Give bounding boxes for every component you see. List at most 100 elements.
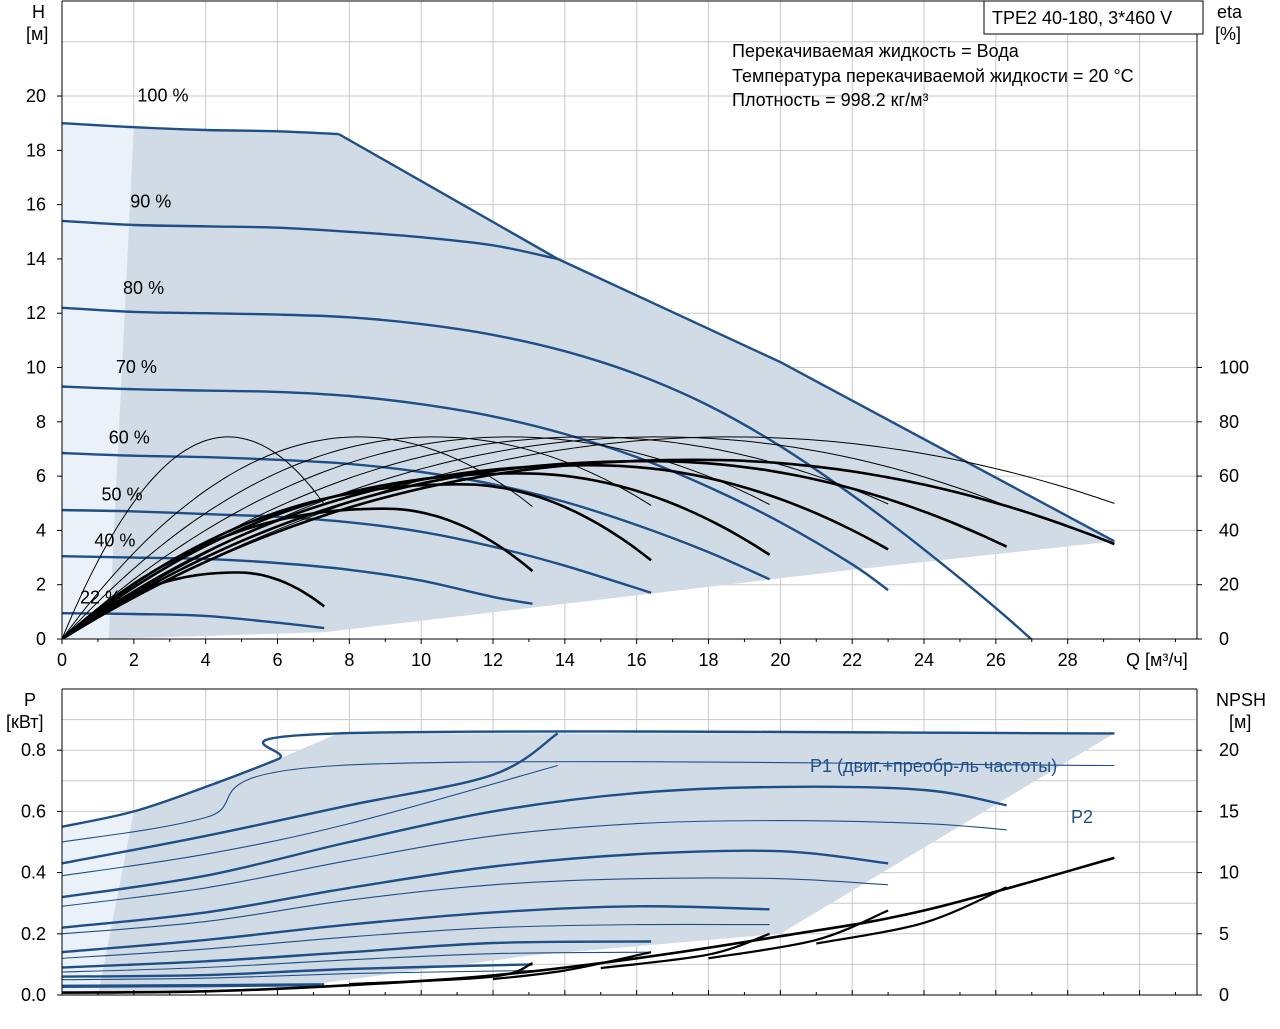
- npsh-curve: [816, 886, 1008, 945]
- info-liquid: Перекачиваемая жидкость = Вода: [732, 41, 1020, 61]
- y-tick-label-left: 8: [36, 412, 46, 432]
- head-curve-90pct: [62, 219, 558, 261]
- p1-curve: [62, 785, 1007, 899]
- y-tick-label-left: 10: [26, 358, 46, 378]
- speed-label: 100 %: [137, 85, 188, 105]
- x-tick-label: 14: [555, 650, 575, 670]
- p1-curve: [62, 940, 652, 969]
- x-tick-label: 8: [344, 650, 354, 670]
- power-chart: P1 (двиг.+преобр-ль частоты) P2 0.0 0.2 0.4 0…: [6, 688, 1266, 1005]
- power-plot: [62, 730, 1115, 995]
- operating-area: [65, 123, 1115, 639]
- speed-label: 80 %: [123, 278, 164, 298]
- x-tick-label: 24: [914, 650, 934, 670]
- p2-curve: [62, 923, 770, 959]
- p-tick-label: 0.4: [21, 863, 46, 883]
- y-tick-label-right: 60: [1219, 466, 1239, 486]
- eta-curve-bold: [62, 482, 652, 639]
- eta-curve-thin: [62, 436, 325, 639]
- p2-curve: [62, 985, 325, 988]
- y-tick-label-right: 0: [1219, 629, 1229, 649]
- x-tick-label: 18: [699, 650, 719, 670]
- p1-curve: [62, 983, 325, 987]
- p2-label: P2: [1071, 807, 1093, 827]
- x-tick-label: 22: [842, 650, 862, 670]
- x-tick-label: 28: [1058, 650, 1078, 670]
- y-tick-label-left: 16: [26, 195, 46, 215]
- model-box: [983, 0, 1204, 35]
- x-tick-label: 4: [201, 650, 211, 670]
- eta-curve-bold: [62, 463, 889, 639]
- npsh-tick-label: 5: [1219, 924, 1229, 944]
- p-tick-label: 0.0: [21, 985, 46, 1005]
- x-tick-label: 10: [411, 650, 431, 670]
- npsh-tick-label: 10: [1219, 863, 1239, 883]
- head-curve-22pct: [62, 612, 325, 630]
- y-tick-label-left: 0: [36, 629, 46, 649]
- y-tick-label-left: 6: [36, 466, 46, 486]
- p-tick-label: 0.8: [21, 740, 46, 760]
- y-tick-label-left: 4: [36, 520, 46, 540]
- power-area: [97, 733, 1115, 995]
- npsh-tick-label: 20: [1219, 740, 1239, 760]
- y-axis-unit-right: [%]: [1215, 24, 1241, 44]
- p2-curve: [62, 764, 558, 877]
- p1-curve: [62, 905, 770, 954]
- x-tick-label: 26: [986, 650, 1006, 670]
- npsh-tick-label: 0: [1219, 985, 1229, 1005]
- head-curve-100pct: [62, 122, 339, 136]
- y-tick-label-left: 2: [36, 575, 46, 595]
- npsh-tick-label: 15: [1219, 801, 1239, 821]
- p1-curve: [62, 730, 1115, 828]
- head-plot: [62, 122, 1115, 639]
- p1-label: P1 (двиг.+преобр-ль частоты): [810, 756, 1057, 776]
- y-tick-label-left: 20: [26, 86, 46, 106]
- eta-curve-thin: [62, 436, 652, 639]
- npsh-curve: [62, 856, 1115, 994]
- p-tick-label: 0.6: [21, 801, 46, 821]
- npsh-curve: [349, 962, 533, 986]
- info-temperature: Температура перекачиваемой жидкости = 20…: [732, 66, 1134, 86]
- y-tick-label-right: 20: [1219, 575, 1239, 595]
- p1-curve: [62, 849, 889, 929]
- npsh-axis-unit: [м]: [1229, 712, 1251, 732]
- eta-curve-bold: [62, 458, 1115, 639]
- head-curve-70pct: [62, 385, 889, 592]
- speed-label: 60 %: [109, 428, 150, 448]
- x-tick-label: 6: [272, 650, 282, 670]
- eta-curve-bold: [62, 459, 1008, 639]
- head-curve-60pct: [62, 451, 771, 581]
- y-axis-label-left: H: [32, 2, 45, 22]
- y-axis-unit-left: [м]: [26, 24, 48, 44]
- head-curve-50pct: [62, 508, 652, 594]
- head-curve-40pct: [62, 555, 533, 605]
- y-axis-label-right: eta: [1217, 2, 1243, 22]
- npsh-curve: [708, 909, 889, 960]
- x-tick-label: 20: [770, 650, 790, 670]
- p2-curve: [62, 951, 652, 973]
- x-tick-label: 0: [57, 650, 67, 670]
- p2-curve: [62, 761, 1115, 843]
- speed-label: 50 %: [102, 485, 143, 505]
- speed-label: 70 %: [116, 357, 157, 377]
- y-tick-label-left: 18: [26, 140, 46, 160]
- p1-curve: [62, 732, 559, 865]
- x-tick-label: 16: [627, 650, 647, 670]
- head-chart: 100 %90 %80 %70 %60 %50 %40 %22 %0 2 4 6 8 10…: [26, 0, 1249, 670]
- max-head-line: [338, 132, 1115, 543]
- p-tick-label: 0.2: [21, 924, 46, 944]
- speed-label: 90 %: [130, 191, 171, 211]
- y-tick-label-right: 100: [1219, 358, 1249, 378]
- npsh-curve: [600, 932, 770, 970]
- eta-curve-thin: [62, 436, 533, 639]
- speed-label: 40 %: [94, 531, 135, 551]
- info-density: Плотность = 998.2 кг/м³: [732, 90, 928, 110]
- power-area-light: [62, 811, 134, 995]
- p2-curve: [62, 877, 889, 935]
- x-tick-label: 2: [129, 650, 139, 670]
- y-tick-label-right: 80: [1219, 412, 1239, 432]
- speed-label: 22 %: [80, 588, 121, 608]
- head-curve-80pct: [62, 306, 1033, 639]
